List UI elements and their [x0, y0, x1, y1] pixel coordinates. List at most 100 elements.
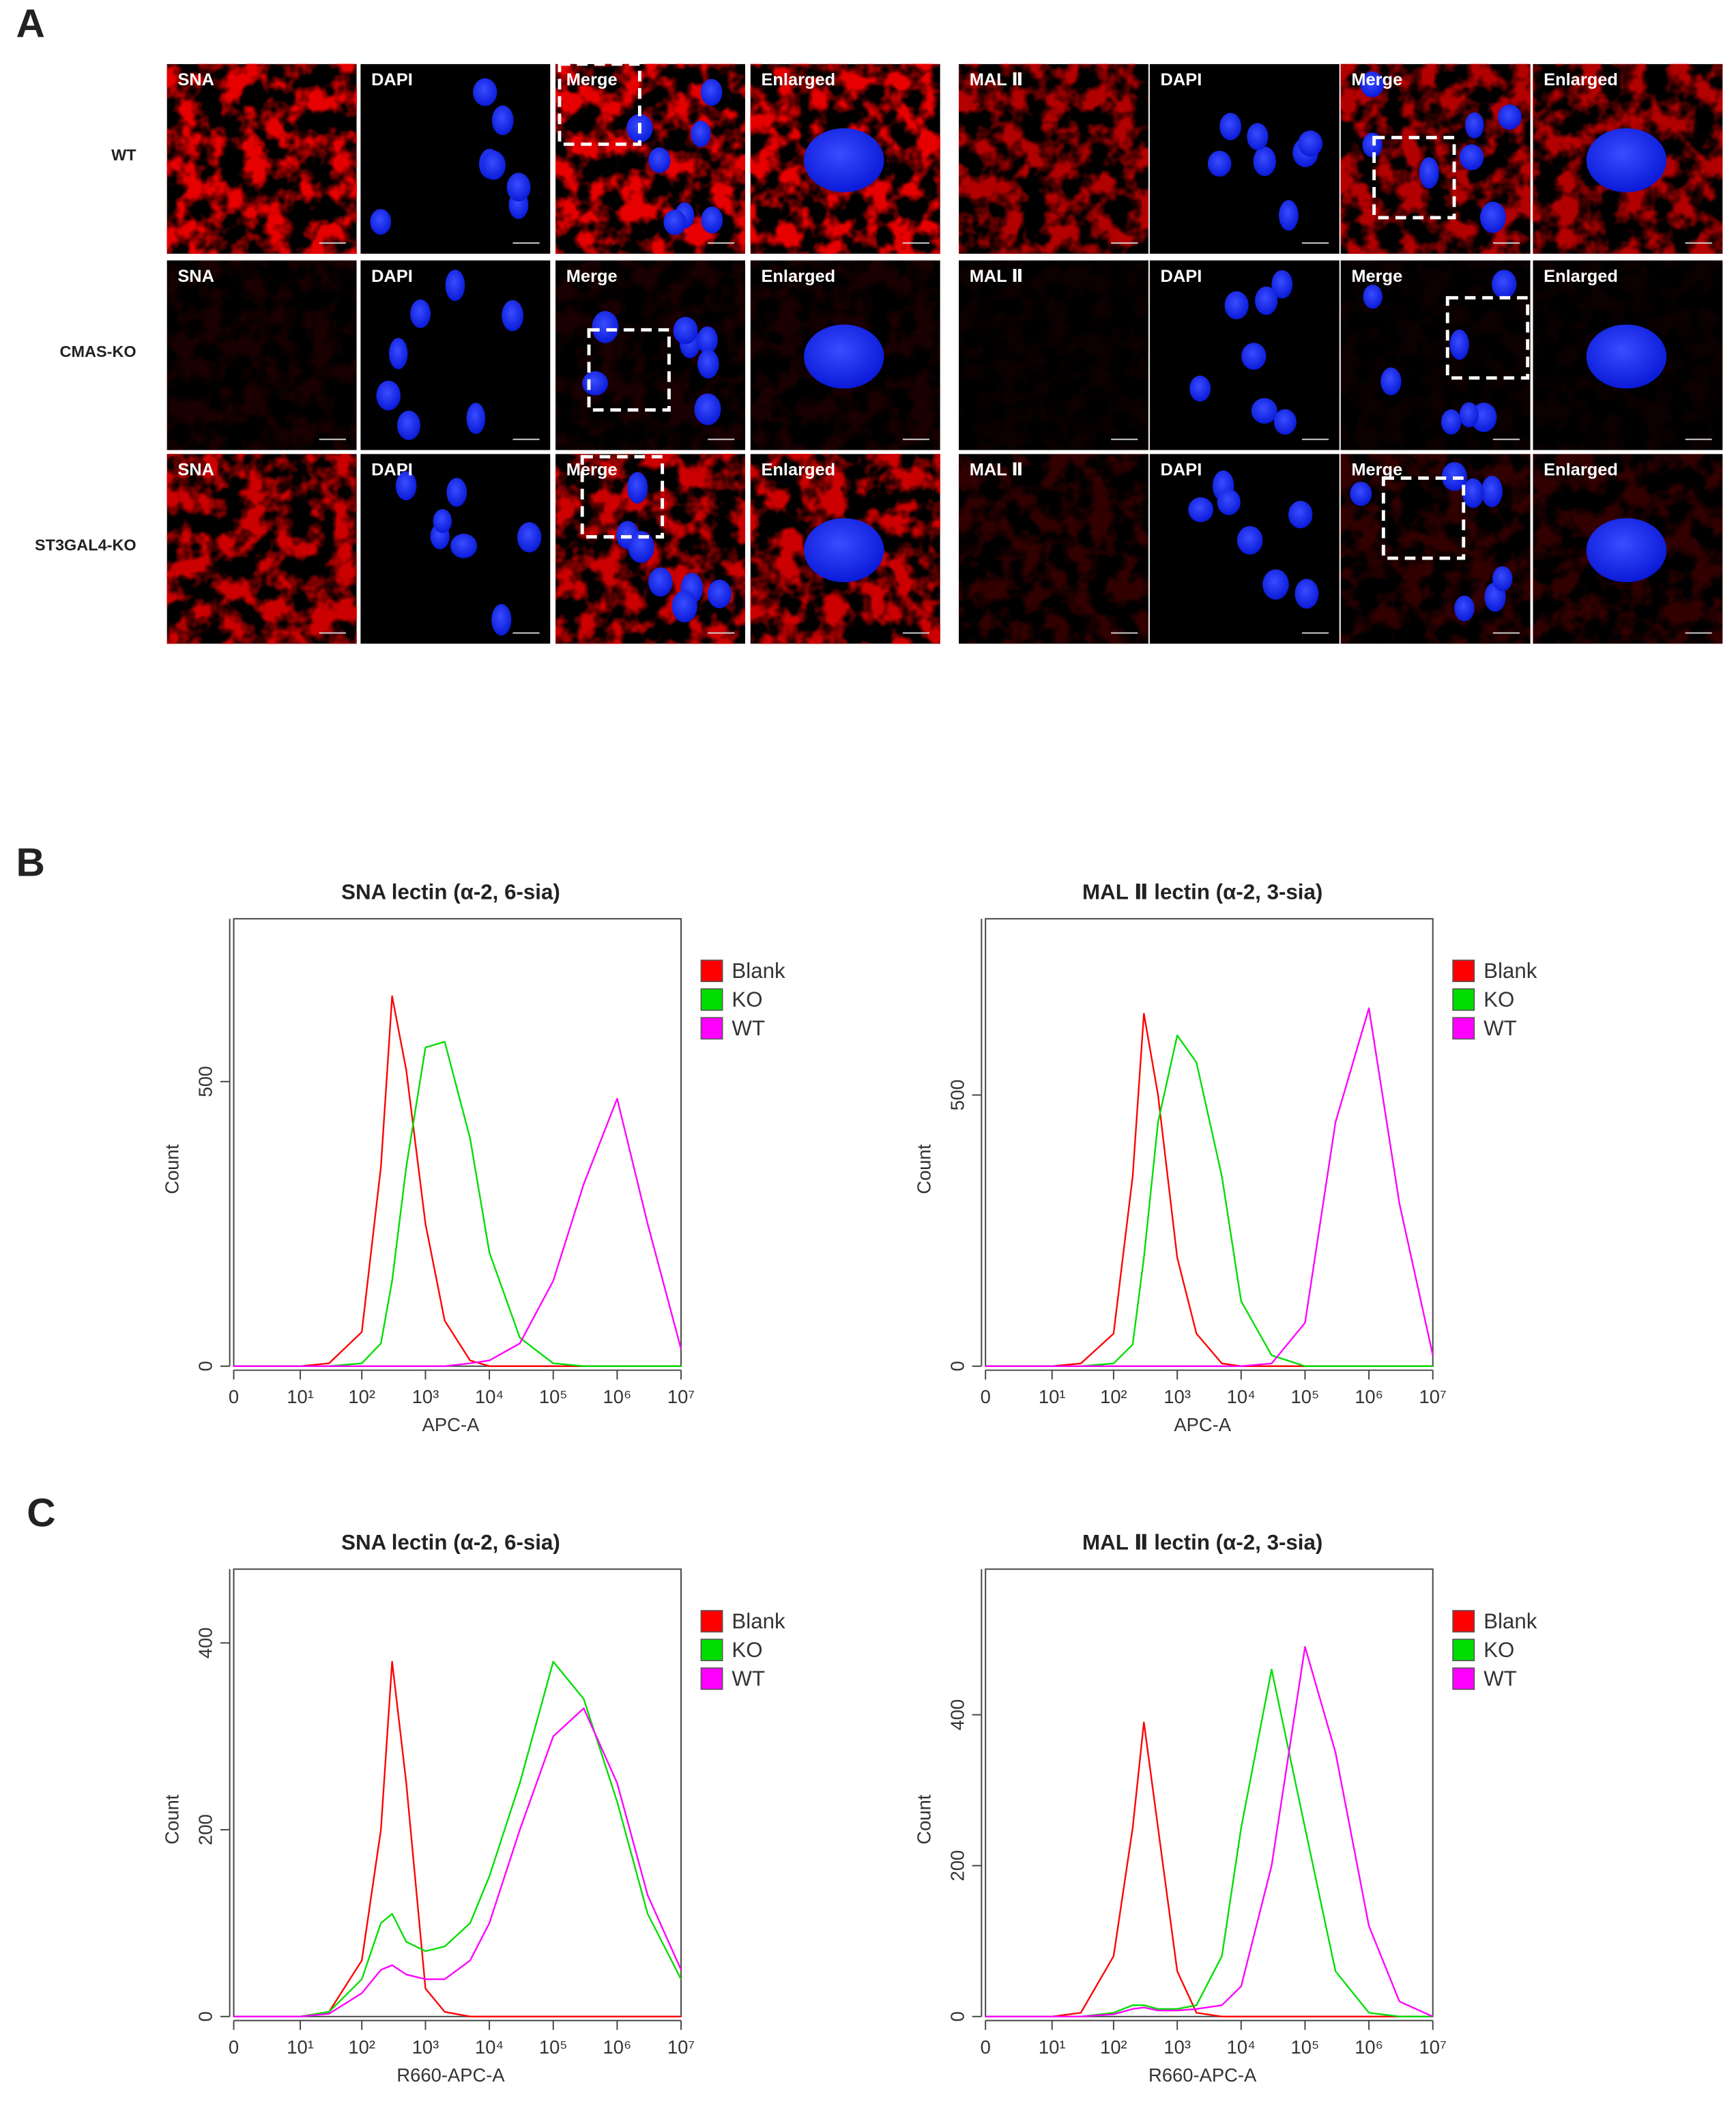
tile-label: Merge — [1351, 461, 1402, 480]
histogram-line — [233, 1660, 682, 2017]
x-tick-label: 10² — [1100, 2036, 1127, 2058]
legend-swatch — [1452, 988, 1475, 1011]
zoom-box — [580, 455, 665, 539]
nucleus — [450, 533, 478, 559]
red-stain — [959, 454, 1148, 644]
panel-letter: C — [27, 1491, 55, 1535]
y-tick-label: 0 — [195, 1361, 216, 1371]
x-tick-label: 10⁵ — [539, 2036, 568, 2058]
plot-frame — [233, 1568, 682, 2017]
row-label: ST3GAL4-KO — [35, 536, 136, 554]
nucleus — [1247, 123, 1269, 151]
plot-frame — [233, 918, 682, 1367]
tile-label: Merge — [1351, 70, 1402, 89]
nucleus — [473, 78, 497, 106]
tile-label: DAPI — [1161, 461, 1202, 480]
x-axis-label: R660-APC-A — [396, 2064, 505, 2086]
x-tick-label: 10¹ — [1039, 2036, 1066, 2058]
histogram-line — [985, 1669, 1433, 2017]
nucleus — [1586, 128, 1667, 192]
nucleus — [1350, 481, 1372, 506]
legend-swatch — [700, 1667, 723, 1690]
legend-swatch — [1452, 1610, 1475, 1632]
nucleus — [701, 206, 723, 233]
nucleus — [697, 349, 719, 379]
x-tick-label: 10¹ — [287, 1386, 314, 1407]
x-tick-label: 10⁶ — [603, 2036, 632, 2058]
x-tick-label: 10¹ — [1039, 1386, 1066, 1407]
nucleus — [370, 209, 392, 235]
nucleus — [1298, 130, 1323, 157]
tile-label: SNA — [177, 461, 214, 480]
chart-title: MAL Ⅱ lectin (α-2, 3-sia) — [1082, 1530, 1322, 1554]
micrograph-tile: Enlarged — [1533, 454, 1723, 644]
micrograph-tile: SNA — [167, 63, 357, 254]
plot-frame — [985, 1568, 1434, 2017]
zoom-box — [587, 328, 671, 412]
micrograph-tile: Enlarged — [750, 63, 940, 254]
x-tick-label: 10² — [348, 1386, 375, 1407]
x-tick-label: 0 — [981, 2036, 991, 2058]
tile-label: Merge — [1351, 267, 1402, 286]
nucleus — [466, 403, 486, 434]
x-tick-label: 10⁴ — [475, 2036, 504, 2058]
nucleus — [376, 380, 401, 411]
nucleus — [410, 299, 431, 328]
nucleus — [628, 531, 654, 563]
nucleus — [804, 128, 884, 192]
zoom-box — [558, 62, 641, 146]
y-tick-label: 200 — [195, 1814, 216, 1845]
x-tick-label: 10⁷ — [1419, 2036, 1447, 2058]
micrograph-tile: Merge — [1340, 454, 1531, 644]
nucleus — [707, 579, 732, 609]
y-tick-label: 500 — [195, 1066, 216, 1097]
nucleus — [1279, 200, 1299, 231]
tile-label: DAPI — [1161, 70, 1202, 89]
nucleus — [1492, 270, 1517, 299]
nucleus — [1207, 150, 1232, 177]
nucleus — [663, 210, 686, 235]
histogram-line — [233, 1041, 682, 1367]
legend-label: WT — [1484, 1667, 1517, 1690]
nucleus — [671, 590, 697, 622]
nucleus — [1363, 284, 1383, 309]
nucleus — [1441, 409, 1462, 435]
x-axis-label: APC-A — [1174, 1414, 1231, 1435]
nucleus — [1586, 518, 1667, 583]
x-tick-label: 10⁴ — [1227, 2036, 1256, 2058]
micrograph-tile: DAPI — [1149, 454, 1340, 644]
micrograph-tile: MAL Ⅱ — [959, 454, 1148, 644]
legend-label: Blank — [732, 959, 785, 983]
histogram-line — [985, 1721, 1433, 2017]
nucleus — [491, 105, 514, 136]
micrograph-tile: MAL Ⅱ — [959, 63, 1148, 254]
y-axis-label: Count — [162, 1144, 183, 1194]
zoom-box — [1381, 476, 1466, 560]
nucleus — [648, 567, 673, 597]
x-tick-label: 10² — [1100, 1386, 1127, 1407]
nucleus — [1217, 489, 1241, 515]
histogram-line — [985, 1007, 1434, 1367]
y-axis-label: Count — [162, 1794, 183, 1844]
nucleus — [1419, 157, 1439, 189]
tile-label: MAL Ⅱ — [970, 267, 1023, 286]
legend-label: Blank — [732, 1609, 785, 1633]
nucleus — [691, 120, 711, 147]
nucleus — [1454, 595, 1475, 622]
nucleus — [1255, 286, 1278, 315]
nucleus — [1497, 104, 1522, 130]
tile-label: MAL Ⅱ — [970, 461, 1023, 480]
tile-label: Merge — [566, 267, 618, 286]
x-tick-label: 10³ — [1163, 2036, 1191, 2058]
nucleus — [1188, 497, 1214, 523]
zoom-box — [1372, 136, 1456, 220]
x-tick-label: 10³ — [1163, 1386, 1191, 1407]
panel-letter: A — [16, 2, 45, 46]
tile-label: DAPI — [371, 267, 413, 286]
histogram-line — [233, 1097, 682, 1367]
micrograph-tile: Merge — [555, 260, 745, 450]
nucleus — [445, 270, 465, 302]
red-stain — [1340, 454, 1531, 644]
red-stain — [959, 63, 1148, 254]
